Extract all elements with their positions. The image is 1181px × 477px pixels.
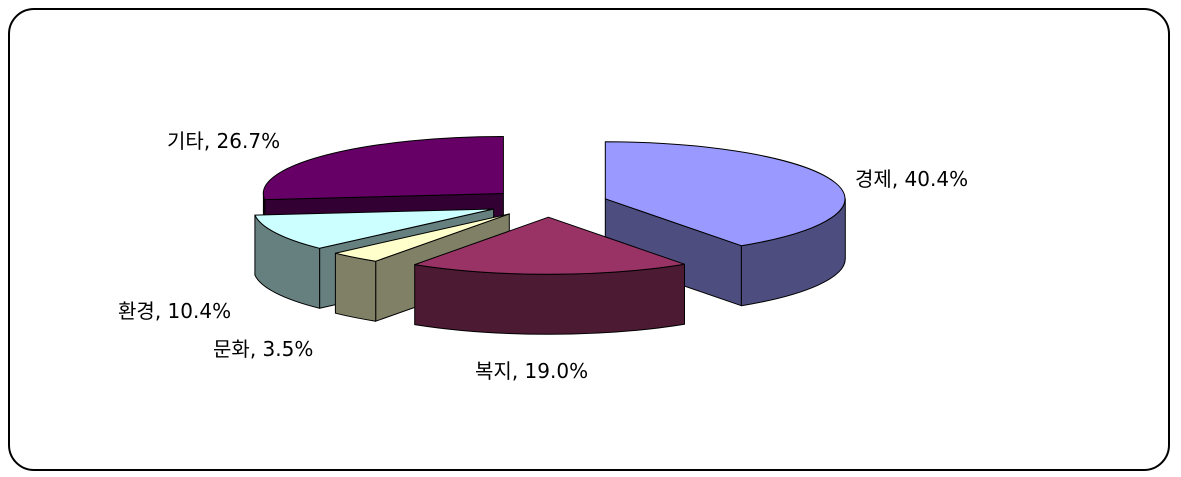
data-label-category: 복지 xyxy=(475,359,512,383)
pie-slice-top-face xyxy=(262,136,504,201)
data-label-category: 환경 xyxy=(118,299,155,323)
pie-slice xyxy=(414,216,685,335)
data-label-value: 40.4% xyxy=(905,167,969,191)
data-label-value: 3.5% xyxy=(263,337,314,361)
data-label: 복지, 19.0% xyxy=(475,359,588,383)
data-label-value: 26.7% xyxy=(217,129,281,153)
data-labels: 경제, 40.4% 복지, 19.0% 문화, 3.5% 환경, 10.4% 기타, 2… xyxy=(118,129,968,383)
data-label: 경제, 40.4% xyxy=(855,167,968,191)
pie-slice-top-face xyxy=(334,213,510,262)
pie-slice-top-face xyxy=(414,216,685,275)
data-label-value: 10.4% xyxy=(168,299,232,323)
data-label-value: 19.0% xyxy=(525,359,589,383)
data-label: 환경, 10.4% xyxy=(118,299,231,323)
data-label: 문화, 3.5% xyxy=(213,337,313,361)
pie-slice-top-face xyxy=(604,141,846,247)
data-label-category: 문화 xyxy=(213,337,250,361)
data-label: 기타, 26.7% xyxy=(167,129,280,153)
data-label-category: 경제 xyxy=(855,167,892,191)
data-label-category: 기타 xyxy=(167,129,204,153)
pie-slice-top-face xyxy=(254,208,495,249)
pie-slices xyxy=(254,136,846,335)
pie-slice-outer-wall xyxy=(334,252,377,322)
